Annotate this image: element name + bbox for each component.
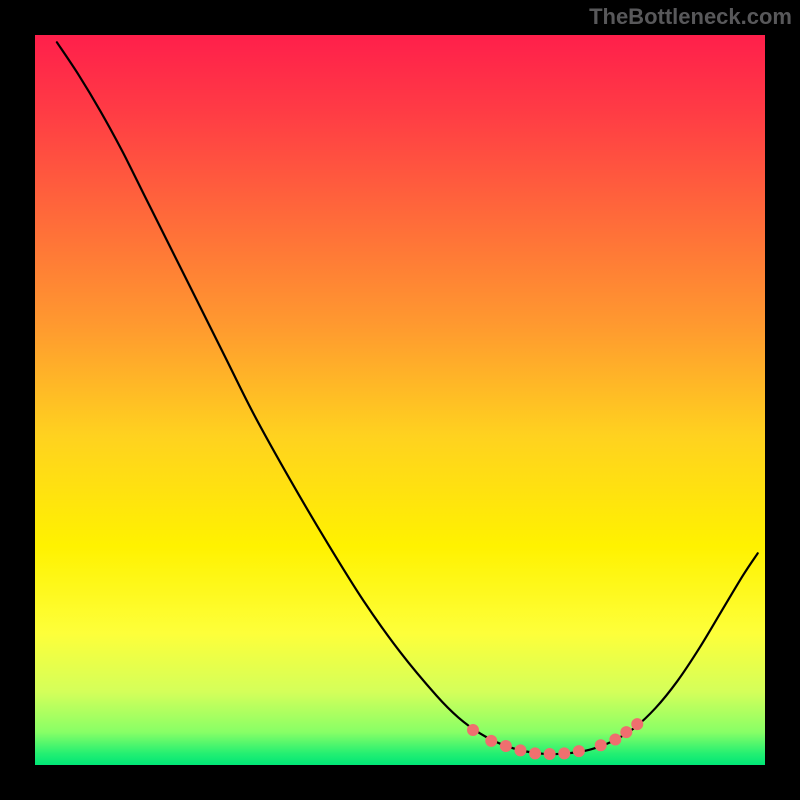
- marker-dot: [610, 734, 621, 745]
- chart-svg: [35, 35, 765, 765]
- marker-dot: [559, 748, 570, 759]
- chart-frame: TheBottleneck.com: [0, 0, 800, 800]
- watermark-text: TheBottleneck.com: [589, 4, 792, 30]
- marker-dot: [544, 749, 555, 760]
- marker-dot: [500, 741, 511, 752]
- marker-dot: [573, 746, 584, 757]
- plot-area: [35, 35, 765, 765]
- marker-dot: [515, 745, 526, 756]
- marker-dot: [486, 735, 497, 746]
- marker-dot: [632, 719, 643, 730]
- marker-dot: [621, 727, 632, 738]
- marker-dot: [530, 748, 541, 759]
- chart-background: [35, 35, 765, 765]
- marker-dot: [468, 724, 479, 735]
- marker-dot: [595, 740, 606, 751]
